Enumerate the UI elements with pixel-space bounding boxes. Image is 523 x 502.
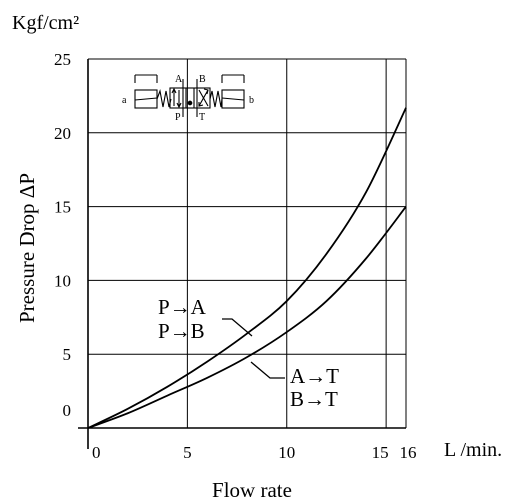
series-label-p-to-ab: P→A P→B bbox=[158, 295, 253, 343]
series-curve-ab-to-t bbox=[87, 206, 407, 429]
x-axis-label: Flow rate bbox=[212, 478, 292, 502]
series-label-p-to-b: P→B bbox=[158, 319, 205, 343]
valve-symbol bbox=[134, 74, 245, 117]
x-tick-label-0: 0 bbox=[92, 443, 101, 462]
y-tick-label-10: 10 bbox=[54, 271, 71, 290]
leader-line-2 bbox=[250, 361, 285, 379]
x-tick-label-10: 10 bbox=[278, 443, 295, 462]
y-tick-label-5: 5 bbox=[63, 345, 72, 364]
port-label-b: B bbox=[199, 74, 206, 85]
x-tick-label-5: 5 bbox=[183, 443, 192, 462]
x-unit-label: L /min. bbox=[444, 439, 502, 461]
x-tick-label-15: 15 bbox=[372, 443, 389, 462]
x-tick-labels: 0 5 10 15 16 bbox=[92, 443, 417, 462]
x-tick-label-16: 16 bbox=[400, 443, 417, 462]
series-curve-p-to-ab bbox=[87, 107, 407, 429]
y-unit-label: Kgf/cm² bbox=[12, 12, 79, 34]
side-label-a: a bbox=[122, 95, 127, 106]
y-axis-label: Pressure Drop ΔP bbox=[15, 173, 39, 323]
port-label-a: A bbox=[175, 74, 183, 85]
y-tick-label-25: 25 bbox=[54, 50, 71, 69]
y-tick-label-20: 20 bbox=[54, 124, 71, 143]
series-label-ab-to-t: A→T B→T bbox=[250, 361, 339, 411]
y-tick-label-0: 0 bbox=[63, 401, 72, 420]
series-label-b-to-t: B→T bbox=[290, 387, 338, 411]
chart-grid bbox=[78, 58, 407, 449]
leader-line-1 bbox=[222, 318, 253, 337]
y-tick-labels: 0 5 10 15 20 25 bbox=[54, 50, 71, 420]
y-tick-label-15: 15 bbox=[54, 198, 71, 217]
series-label-a-to-t: A→T bbox=[290, 364, 339, 388]
side-label-b: b bbox=[249, 95, 254, 106]
series-label-p-to-a: P→A bbox=[158, 295, 207, 319]
port-label-p: P bbox=[175, 112, 181, 123]
port-label-t: T bbox=[199, 112, 205, 123]
